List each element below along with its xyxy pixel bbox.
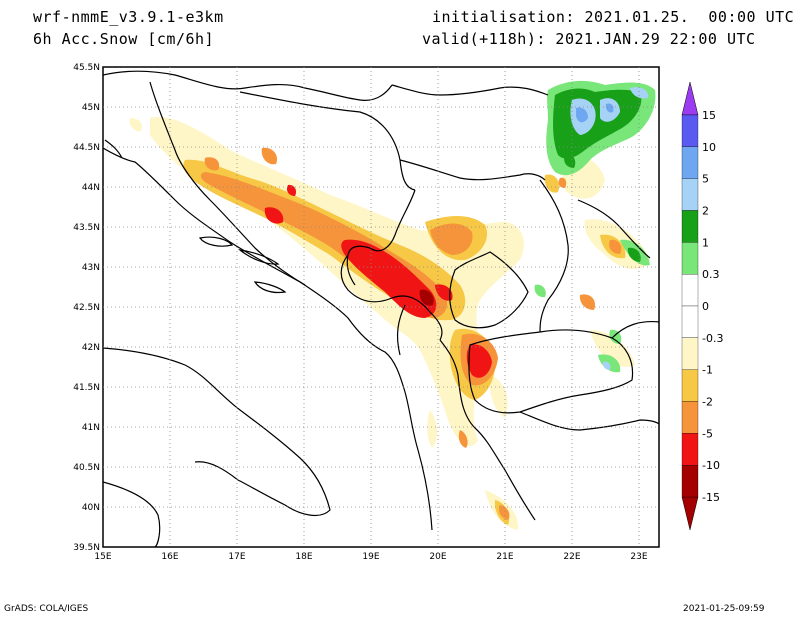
colorbar-segment: [681, 274, 699, 307]
colorbar-segment: [681, 305, 699, 338]
colorbar-label: 10: [702, 141, 716, 154]
colorbar-segment: [681, 114, 699, 147]
variable-title: 6h Acc.Snow [cm/6h]: [33, 30, 215, 48]
lon-label: 16E: [161, 552, 178, 562]
colorbar-segment: [681, 178, 699, 211]
lon-label: 19E: [362, 552, 379, 562]
lon-label: 17E: [228, 552, 245, 562]
colorbar-top-arrow: [681, 81, 699, 116]
lat-label: 44N: [82, 183, 100, 193]
colorbar-segment: [681, 433, 699, 466]
colorbar-segment: [681, 465, 699, 498]
colorbar-label: 0: [702, 300, 709, 313]
colorbar-label: 15: [702, 109, 716, 122]
init-time: initialisation: 2021.01.25. 00:00 UTC: [432, 8, 795, 26]
colorbar-segment: [681, 401, 699, 434]
lat-label: 39.5N: [73, 543, 100, 553]
lat-label: 43.5N: [73, 223, 100, 233]
coastlines-borders: [103, 70, 659, 547]
colorbar-label: -2: [702, 396, 713, 409]
colorbar-label: 0.3: [702, 268, 720, 281]
footer-credit: GrADS: COLA/IGES: [4, 604, 89, 614]
footer-timestamp: 2021-01-25-09:59: [683, 604, 765, 614]
valid-time: valid(+118h): 2021.JAN.29 22:00 UTC: [422, 30, 756, 48]
colorbar-label: -1: [702, 364, 713, 377]
colorbar-label: 1: [702, 236, 709, 249]
lat-label: 43N: [82, 263, 100, 273]
lat-label: 41.5N: [73, 383, 100, 393]
colorbar-segment: [681, 369, 699, 402]
lon-label: 22E: [563, 552, 580, 562]
lon-label: 15E: [94, 552, 111, 562]
lon-labels: 15E 16E 17E 18E 19E 20E 21E 22E 23E: [94, 552, 647, 562]
lat-label: 41N: [82, 423, 100, 433]
colorbar: 15 10 5 2 1 0.3 0 -0.3 -1 -2 -5 -10 -15: [681, 81, 723, 531]
colorbar-label: -5: [702, 427, 713, 440]
lat-label: 45N: [82, 103, 100, 113]
snow-field: [129, 80, 656, 530]
lat-label: 40N: [82, 503, 100, 513]
lat-label: 42N: [82, 343, 100, 353]
lat-label: 44.5N: [73, 143, 100, 153]
lon-label: 21E: [496, 552, 513, 562]
lat-lon-grid: [103, 67, 659, 547]
colorbar-label: -0.3: [702, 332, 723, 345]
colorbar-bottom-arrow: [681, 496, 699, 531]
colorbar-segment: [681, 242, 699, 275]
lon-label: 18E: [295, 552, 312, 562]
colorbar-segment: [681, 210, 699, 243]
lat-label: 42.5N: [73, 303, 100, 313]
lat-label: 40.5N: [73, 463, 100, 473]
lat-label: 45.5N: [73, 63, 100, 73]
colorbar-segment: [681, 337, 699, 370]
colorbar-label: 2: [702, 205, 709, 218]
colorbar-label: -10: [702, 459, 720, 472]
colorbar-label: -15: [702, 491, 720, 504]
lat-labels: 45.5N 45N 44.5N 44N 43.5N 43N 42.5N 42N …: [73, 63, 100, 553]
colorbar-label: 5: [702, 173, 709, 186]
lon-label: 23E: [630, 552, 647, 562]
lon-label: 20E: [429, 552, 446, 562]
colorbar-segment: [681, 146, 699, 179]
model-title: wrf-nmmE_v3.9.1-e3km: [33, 8, 224, 26]
